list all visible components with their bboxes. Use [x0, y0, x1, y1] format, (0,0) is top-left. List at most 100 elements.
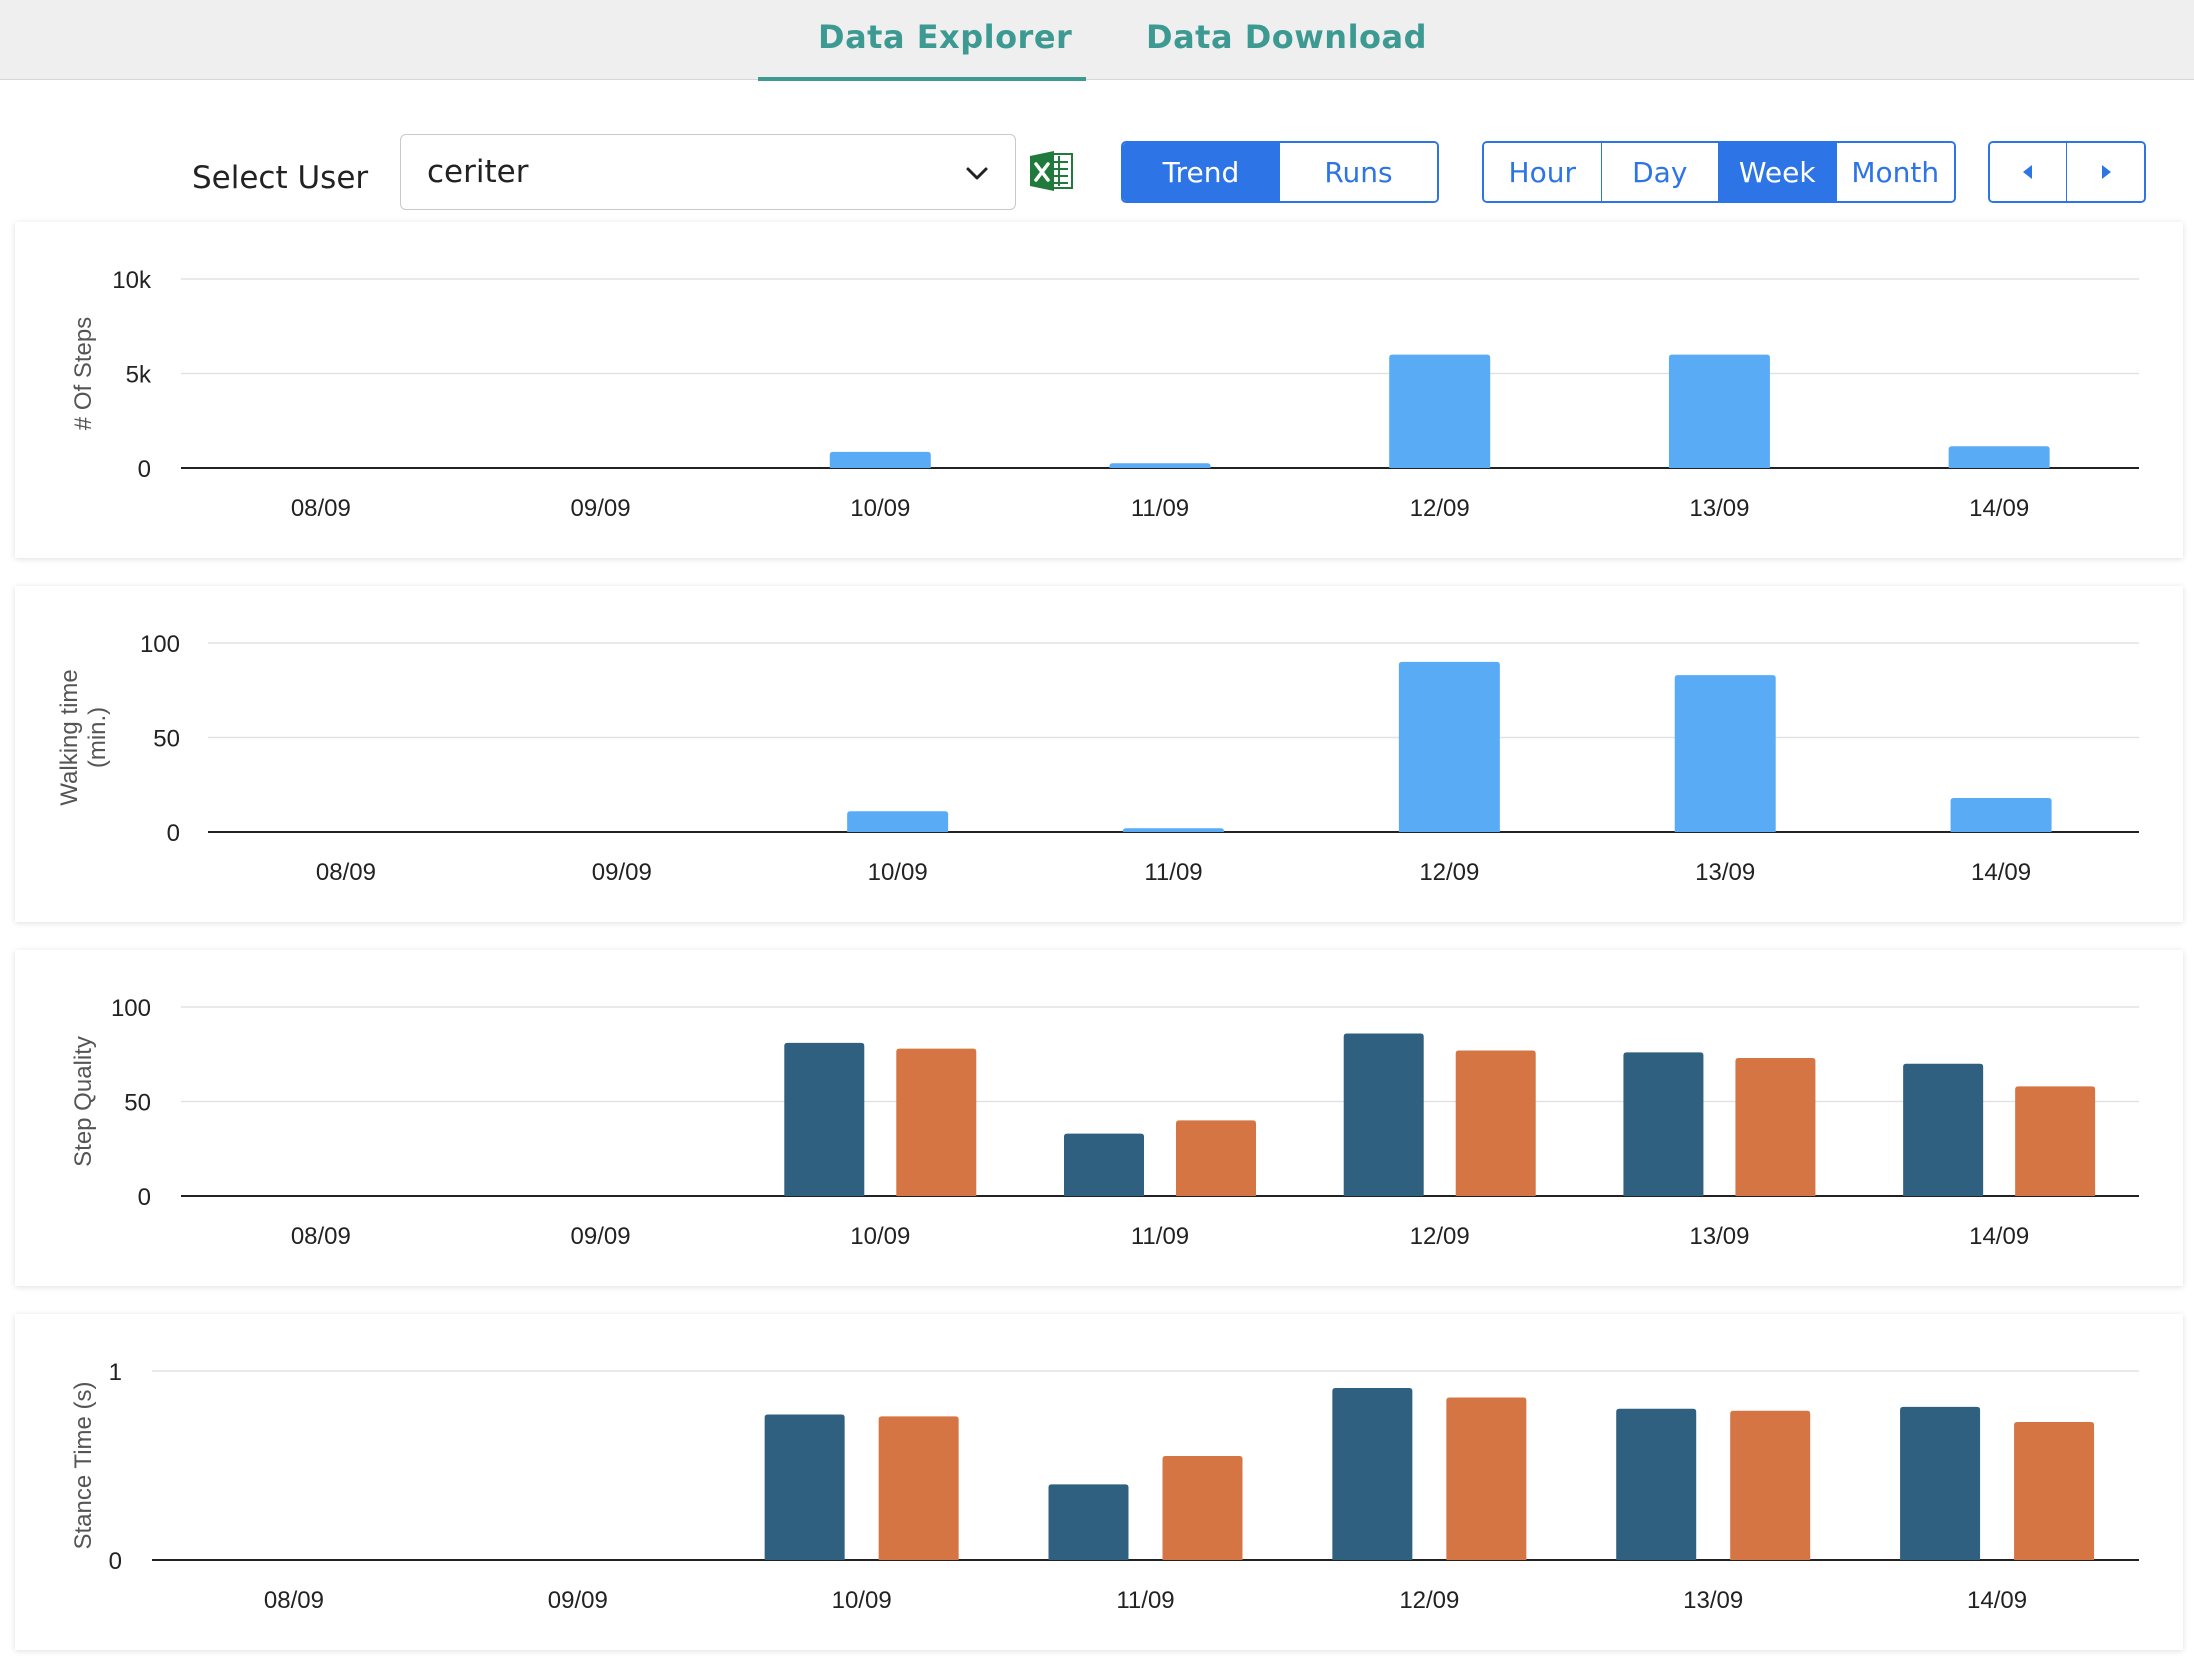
stance-time-chart: 0 1 Stance Time (s) 08/09 09/09 10/09 11/09 12/…	[70, 1359, 2139, 1614]
active-tab-indicator	[758, 77, 1086, 81]
user-select-value: ceriter	[427, 154, 529, 190]
x-tick-label: 09/09	[592, 859, 652, 886]
bar[interactable]	[1674, 675, 1776, 832]
bar[interactable]	[1948, 446, 2050, 468]
user-select[interactable]: ceriter	[400, 134, 1016, 210]
bar[interactable]	[1900, 1406, 1981, 1560]
y-tick-label: 10k	[112, 267, 152, 294]
y-tick-label: 0	[109, 1548, 122, 1575]
bar[interactable]	[847, 811, 949, 832]
walking-time-chart: 0 50 100 Walking time(min.) 08/09 09/09 10/09 1…	[56, 631, 2139, 886]
x-tick-label: 10/09	[832, 1587, 892, 1614]
bar[interactable]	[2015, 1086, 2096, 1196]
y-axis-title-line: Step Quality	[70, 1036, 97, 1167]
trend-button[interactable]: Trend	[1123, 143, 1280, 201]
bar[interactable]	[878, 1416, 959, 1560]
mode-toggle: Trend Runs	[1121, 141, 1439, 203]
bar[interactable]	[1623, 1052, 1704, 1196]
tab-data-explorer[interactable]: Data Explorer	[818, 18, 1073, 56]
y-tick-label: 100	[140, 631, 180, 658]
date-nav	[1988, 141, 2146, 203]
bar[interactable]	[1730, 1410, 1811, 1560]
stance-time-chart-panel: 0 1 Stance Time (s) 08/09 09/09 10/09 11/09 12/…	[15, 1314, 2183, 1650]
bar[interactable]	[1064, 1133, 1144, 1196]
x-tick-label: 08/09	[291, 495, 351, 522]
y-tick-label: 0	[167, 820, 180, 847]
bar[interactable]	[896, 1048, 977, 1196]
x-tick-label: 10/09	[868, 859, 928, 886]
bar[interactable]	[784, 1042, 865, 1196]
y-tick-label: 5k	[126, 362, 152, 389]
runs-button[interactable]: Runs	[1280, 143, 1437, 201]
x-tick-label: 11/09	[1131, 1223, 1189, 1250]
x-tick-label: 12/09	[1410, 495, 1470, 522]
x-tick-label: 11/09	[1116, 1587, 1174, 1614]
x-tick-label: 14/09	[1969, 495, 2029, 522]
bar[interactable]	[1735, 1058, 1816, 1196]
hour-button[interactable]: Hour	[1484, 143, 1602, 201]
prev-period-button[interactable]	[1990, 143, 2068, 201]
bar[interactable]	[1903, 1063, 1984, 1196]
x-tick-label: 08/09	[291, 1223, 351, 1250]
next-period-button[interactable]	[2067, 143, 2144, 201]
x-tick-label: 14/09	[1971, 859, 2031, 886]
y-axis-title: Step Quality	[70, 1036, 97, 1167]
bar[interactable]	[1332, 1388, 1413, 1560]
x-tick-label: 12/09	[1399, 1587, 1459, 1614]
bar[interactable]	[1455, 1050, 1536, 1196]
y-tick-label: 100	[111, 995, 151, 1022]
y-tick-label: 0	[138, 1184, 151, 1211]
x-tick-label: 10/09	[850, 1223, 910, 1250]
bar[interactable]	[829, 451, 931, 468]
bar[interactable]	[1048, 1484, 1129, 1560]
x-tick-label: 09/09	[571, 1223, 631, 1250]
month-button[interactable]: Month	[1836, 143, 1954, 201]
bar[interactable]	[1176, 1120, 1256, 1196]
bar[interactable]	[1389, 354, 1491, 468]
x-tick-label: 14/09	[1967, 1587, 2027, 1614]
y-axis-title-line: Stance Time (s)	[70, 1381, 97, 1549]
caret-left-icon	[2023, 165, 2032, 179]
bar[interactable]	[2014, 1422, 2095, 1560]
bar[interactable]	[764, 1414, 845, 1560]
bar[interactable]	[1343, 1033, 1424, 1196]
y-axis-title: Stance Time (s)	[70, 1381, 97, 1549]
week-button[interactable]: Week	[1719, 143, 1837, 201]
steps-chart: 0 5k 10k # Of Steps 08/09 09/09 10/09 11/09 12/0…	[70, 267, 2139, 522]
y-axis-title: # Of Steps	[70, 317, 97, 430]
day-button[interactable]: Day	[1601, 143, 1719, 201]
x-tick-label: 13/09	[1683, 1587, 1743, 1614]
bar[interactable]	[1398, 661, 1500, 832]
x-tick-label: 13/09	[1689, 495, 1749, 522]
x-tick-label: 08/09	[264, 1587, 324, 1614]
bar[interactable]	[1950, 797, 2052, 832]
x-tick-label: 10/09	[850, 495, 910, 522]
bar[interactable]	[1616, 1408, 1697, 1560]
y-tick-label: 0	[138, 456, 151, 483]
x-tick-label: 13/09	[1689, 1223, 1749, 1250]
step-quality-chart-panel: 0 50 100 Step Quality 08/09 09/09 10/09 11/09 12…	[15, 950, 2183, 1286]
x-tick-label: 08/09	[316, 859, 376, 886]
x-tick-label: 14/09	[1969, 1223, 2029, 1250]
select-user-label: Select User	[192, 160, 369, 196]
x-tick-label: 12/09	[1419, 859, 1479, 886]
y-axis-title-line: # Of Steps	[70, 317, 97, 430]
walking-time-chart-panel: 0 50 100 Walking time(min.) 08/09 09/09 10/09 1…	[15, 586, 2183, 922]
tab-bar: Data Explorer Data Download	[0, 0, 2194, 81]
step-quality-chart: 0 50 100 Step Quality 08/09 09/09 10/09 11/09 12…	[70, 995, 2139, 1250]
chevron-down-icon	[966, 167, 988, 180]
x-tick-label: 09/09	[571, 495, 631, 522]
bar[interactable]	[1446, 1397, 1527, 1560]
bar[interactable]	[1109, 463, 1211, 468]
bar[interactable]	[1162, 1456, 1243, 1560]
y-tick-label: 1	[109, 1359, 122, 1386]
y-axis-title-line: Walking time	[56, 669, 83, 805]
x-tick-label: 13/09	[1695, 859, 1755, 886]
caret-right-icon	[2101, 165, 2111, 179]
y-tick-label: 50	[153, 726, 180, 753]
excel-export-icon[interactable]	[1028, 150, 1074, 192]
x-tick-label: 11/09	[1131, 495, 1189, 522]
tab-data-download[interactable]: Data Download	[1146, 18, 1428, 56]
bar[interactable]	[1123, 828, 1224, 832]
bar[interactable]	[1668, 354, 1770, 468]
